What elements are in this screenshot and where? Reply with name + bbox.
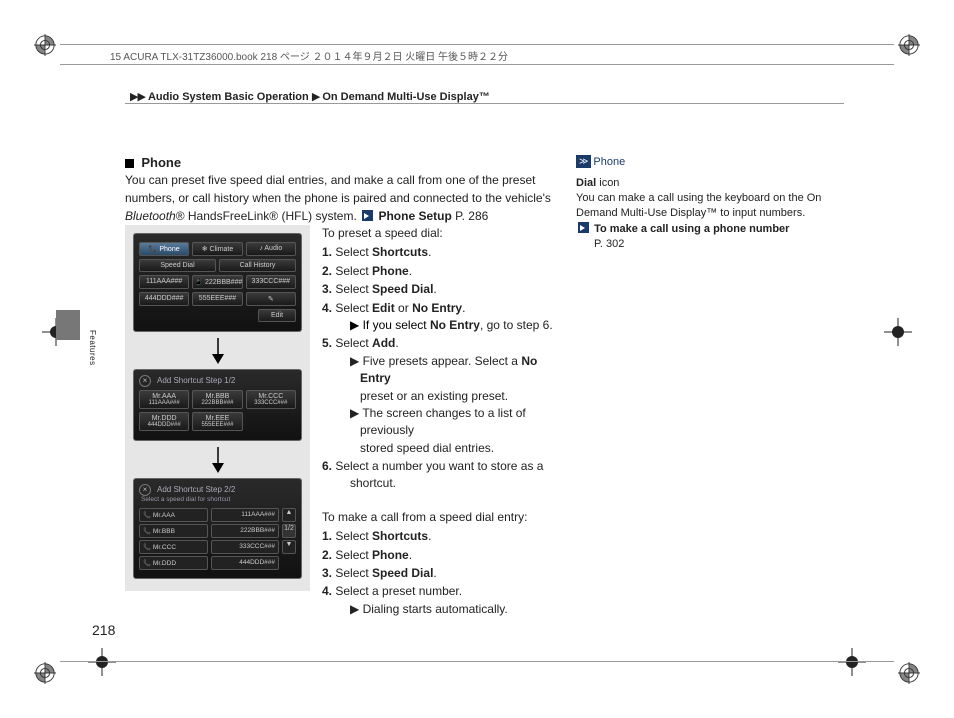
scroll-down[interactable]: ▼: [282, 540, 296, 554]
header-rule: [60, 64, 894, 65]
steps-column: To preset a speed dial: 1. Select Shortc…: [322, 225, 557, 619]
screen1-tabs: 📞 Phone ❄ Climate ♪ Audio: [139, 242, 296, 256]
s2-entry-1[interactable]: Mr.AAA111AAA###: [139, 390, 189, 409]
btn-speed-dial[interactable]: Speed Dial: [139, 259, 216, 272]
arrow-down-1: [133, 332, 302, 369]
registration-mark: [898, 662, 920, 684]
xref-label: Phone Setup: [378, 209, 451, 223]
s2-entry-5[interactable]: Mr.EEE555EEE###: [192, 412, 242, 431]
btn-edit[interactable]: Edit: [258, 309, 296, 322]
tab-phone[interactable]: 📞 Phone: [139, 242, 189, 256]
side-line-3: Demand Multi-Use Display™ to input numbe…: [576, 206, 836, 221]
breadcrumb-seg2: On Demand Multi-Use Display™: [322, 91, 489, 103]
btn-call-history[interactable]: Call History: [219, 259, 296, 272]
registration-mark: [34, 34, 56, 56]
features-label: Features: [88, 330, 97, 366]
s3-row1-l[interactable]: 📞 Mr.AAA: [139, 508, 208, 522]
scroll-page: 1/2: [282, 524, 296, 538]
screen-3: ×Add Shortcut Step 2/2 Select a speed di…: [133, 478, 302, 579]
section-title: Phone: [141, 155, 181, 170]
breadcrumb-seg1: Audio System Basic Operation: [148, 91, 309, 103]
bottom-rule: [60, 661, 894, 662]
breadcrumb-arrows: ▶▶: [130, 91, 145, 103]
side-line-1: Dial icon: [576, 176, 836, 191]
screen3-subtitle: Select a speed dial for shortcut: [139, 496, 296, 506]
top-rule: [60, 44, 894, 45]
call-lead: To make a call from a speed dial entry:: [322, 509, 557, 526]
xref-icon: [362, 210, 373, 221]
close-icon[interactable]: ×: [139, 484, 151, 496]
section-heading: Phone: [125, 155, 555, 170]
intro-line-2: numbers, or call history when the phone …: [125, 190, 555, 206]
square-bullet-icon: [125, 159, 134, 168]
s2-entry-4[interactable]: Mr.DDD444DDD###: [139, 412, 189, 431]
s3-row1-r: 111AAA###: [211, 508, 280, 522]
xref-icon: [578, 222, 589, 233]
features-tab: [56, 310, 80, 340]
breadcrumb-sep: ▶: [312, 91, 319, 103]
call-steps: 1. Select Shortcuts. 2. Select Phone. 3.…: [322, 528, 557, 618]
side-heading: ≫Phone: [576, 155, 836, 170]
side-xref: To make a call using a phone number: [576, 222, 836, 237]
s2-entry-2[interactable]: Mr.BBB222BBB###: [192, 390, 242, 409]
s3-row2-l[interactable]: 📞 Mr.BBB: [139, 524, 208, 538]
s2-entry-3[interactable]: Mr.CCC333CCC###: [246, 390, 296, 409]
crop-mark: [884, 318, 912, 346]
preset-3[interactable]: 333CCC###: [246, 275, 296, 289]
s3-row3-r: 333CCC###: [211, 540, 280, 554]
preset-5[interactable]: 555EEE###: [192, 292, 242, 306]
intro-3-rest: ® HandsFreeLink® (HFL) system.: [176, 209, 357, 223]
registration-mark: [34, 662, 56, 684]
arrow-down-2: [133, 441, 302, 478]
crop-mark: [88, 648, 116, 676]
breadcrumb: ▶▶ Audio System Basic Operation ▶ On Dem…: [130, 90, 490, 103]
scroll-up[interactable]: ▲: [282, 508, 296, 522]
tab-audio[interactable]: ♪ Audio: [246, 242, 296, 256]
screen2-header: ×Add Shortcut Step 1/2: [139, 375, 296, 387]
preset-4[interactable]: 444DDD###: [139, 292, 189, 306]
intro-line-1: You can preset five speed dial entries, …: [125, 172, 555, 188]
screen-1: 📞 Phone ❄ Climate ♪ Audio Speed Dial Cal…: [133, 233, 302, 332]
side-head-icon: ≫: [576, 155, 591, 168]
xref-page: P. 286: [455, 209, 488, 223]
preset-dial[interactable]: ✎: [246, 292, 296, 306]
tab-climate[interactable]: ❄ Climate: [192, 242, 242, 256]
s3-row4-r: 444DDD###: [211, 556, 280, 570]
screen3-header: ×Add Shortcut Step 2/2: [139, 484, 296, 496]
main-column: Phone You can preset five speed dial ent…: [125, 155, 555, 225]
s3-row2-r: 222BBB###: [211, 524, 280, 538]
file-stamp: 15 ACURA TLX-31TZ36000.book 218 ページ ２０１４…: [110, 48, 508, 63]
intro-line-3: Bluetooth® HandsFreeLink® (HFL) system. …: [125, 208, 555, 224]
page-number: 218: [92, 622, 115, 638]
breadcrumb-rule: [125, 103, 844, 104]
preset-lead: To preset a speed dial:: [322, 225, 557, 242]
crop-mark: [838, 648, 866, 676]
screens-column: 📞 Phone ❄ Climate ♪ Audio Speed Dial Cal…: [125, 225, 310, 591]
screen-2: ×Add Shortcut Step 1/2 Mr.AAA111AAA### M…: [133, 369, 302, 441]
s3-row4-l[interactable]: 📞 Mr.DDD: [139, 556, 208, 570]
side-line-2: You can make a call using the keyboard o…: [576, 191, 836, 206]
preset-2[interactable]: 📱 222BBB###: [192, 275, 242, 289]
s3-row3-l[interactable]: 📞 Mr.CCC: [139, 540, 208, 554]
preset-steps: 1. Select Shortcuts. 2. Select Phone. 3.…: [322, 244, 557, 492]
preset-1[interactable]: 111AAA###: [139, 275, 189, 289]
side-xref-page: P. 302: [576, 237, 836, 252]
registration-mark: [898, 34, 920, 56]
side-column: ≫Phone Dial icon You can make a call usi…: [576, 155, 836, 252]
bluetooth-word: Bluetooth: [125, 209, 176, 223]
close-icon[interactable]: ×: [139, 375, 151, 387]
